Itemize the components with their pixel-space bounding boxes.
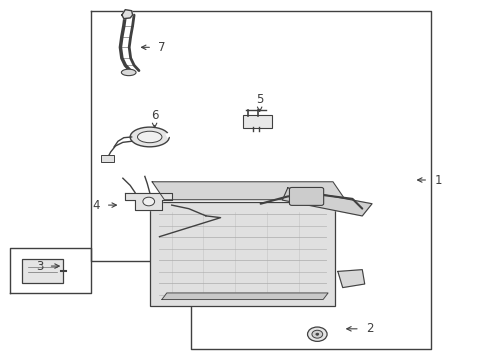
Ellipse shape (138, 131, 162, 143)
Ellipse shape (122, 69, 136, 76)
Polygon shape (338, 270, 365, 288)
Circle shape (308, 327, 327, 341)
Circle shape (143, 197, 155, 206)
Circle shape (316, 333, 319, 335)
Ellipse shape (130, 127, 169, 147)
Text: 3: 3 (36, 260, 44, 273)
Text: 6: 6 (151, 109, 158, 122)
Polygon shape (162, 293, 328, 300)
FancyBboxPatch shape (150, 202, 335, 306)
Polygon shape (282, 188, 372, 216)
FancyBboxPatch shape (22, 259, 63, 283)
Polygon shape (152, 182, 345, 200)
FancyBboxPatch shape (243, 115, 272, 128)
FancyBboxPatch shape (290, 188, 324, 206)
FancyBboxPatch shape (101, 154, 114, 162)
Text: 7: 7 (158, 41, 166, 54)
Text: 2: 2 (366, 322, 373, 335)
Polygon shape (122, 10, 133, 19)
Text: 4: 4 (92, 199, 100, 212)
Polygon shape (125, 193, 172, 211)
Text: 5: 5 (256, 93, 263, 106)
Circle shape (312, 330, 323, 338)
Text: 1: 1 (434, 174, 442, 186)
